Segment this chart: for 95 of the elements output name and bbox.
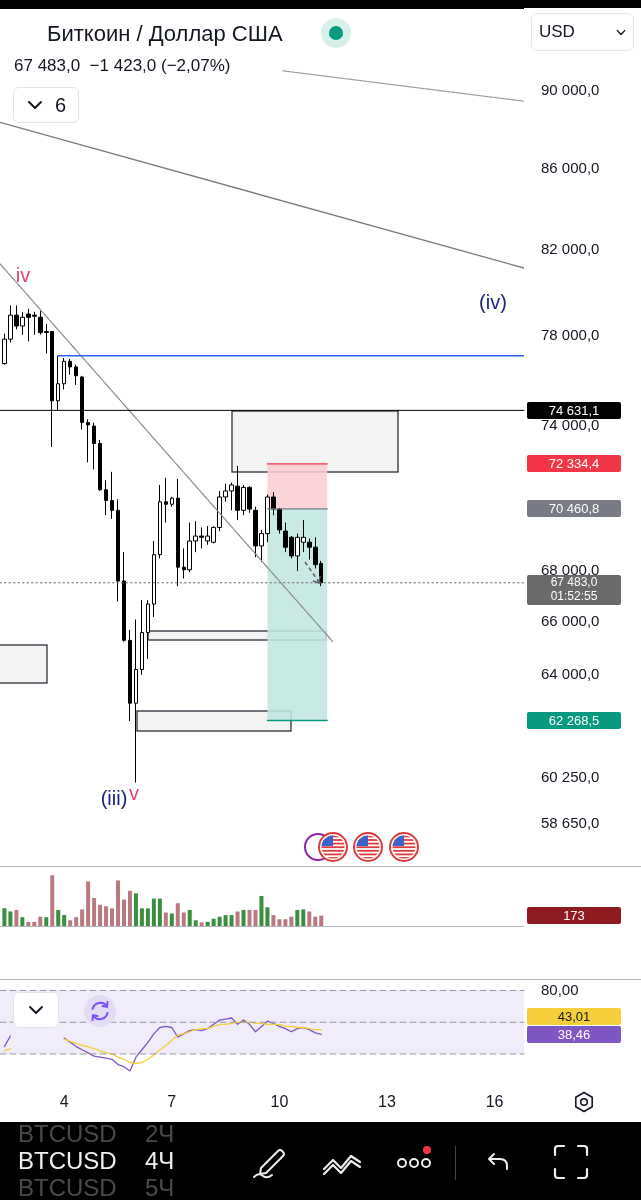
bar [86, 881, 91, 927]
text: 70 460,8 [527, 500, 621, 518]
ref-line-label: 67 483,0 01:52:55 [527, 574, 621, 605]
bar [145, 908, 150, 927]
text: 67 483,0 −1 423,0 (−2,07%) [14, 56, 231, 76]
candlestick [74, 364, 78, 386]
text: 38,46 [527, 1025, 621, 1043]
candlestick [68, 358, 72, 376]
bar [283, 919, 288, 927]
bar [104, 906, 109, 927]
y-tick-label: 58 650,0 [541, 814, 600, 831]
bar [241, 909, 246, 927]
text: 80,00 [541, 981, 579, 999]
bar [2, 908, 7, 927]
bar [259, 895, 264, 927]
bar [277, 919, 282, 927]
x-tick-label: 4 [59, 1093, 69, 1111]
bar [14, 909, 19, 927]
candlestick [92, 422, 96, 470]
bar [163, 912, 168, 927]
bar [187, 909, 192, 927]
ref-line-label: 74 631,1 [527, 401, 621, 419]
x-tick-label: 16 [485, 1093, 504, 1111]
bar [307, 911, 312, 927]
annotation: v [129, 782, 139, 804]
candlestick [128, 629, 132, 722]
x-tick-label: 7 [167, 1093, 177, 1111]
bar [133, 893, 138, 927]
bar [110, 908, 115, 927]
candlestick [110, 471, 114, 520]
text: 5Ч [145, 1174, 175, 1200]
bar [265, 907, 270, 927]
bar [295, 909, 300, 927]
text: BTCUSD [18, 1147, 117, 1174]
candlestick [152, 540, 156, 618]
text: 62 268,5 [527, 711, 621, 729]
bar [127, 890, 132, 927]
bar [98, 904, 103, 927]
dropdown-button: USD [531, 13, 634, 51]
candlestick [134, 619, 138, 784]
bar [157, 898, 162, 927]
bar [229, 915, 234, 927]
bar [80, 909, 85, 927]
annotation: 6 [55, 93, 67, 118]
bar [121, 899, 126, 927]
x-tick-label: 10 [270, 1093, 289, 1111]
text: Биткоин / Доллар США [47, 21, 283, 47]
text: 173 [527, 907, 621, 925]
candlestick [164, 477, 168, 524]
bar [301, 909, 306, 927]
candlestick [146, 599, 150, 660]
text: 72 334,4 [527, 455, 621, 473]
y-tick-label: 82 000,0 [541, 240, 600, 258]
candlestick [140, 599, 144, 676]
bar [151, 898, 156, 927]
candlestick [62, 357, 66, 390]
annotation: iv [15, 264, 31, 286]
bar [44, 917, 49, 927]
candlestick [170, 496, 174, 508]
x-tick-label: 13 [378, 1093, 396, 1111]
y-tick-label: 66 000,0 [541, 611, 600, 629]
bar [175, 903, 180, 927]
bar [139, 908, 144, 927]
text: 2Ч [145, 1120, 175, 1147]
text: BTCUSD [18, 1120, 117, 1147]
text: BTCUSD [18, 1174, 117, 1200]
bar [8, 911, 13, 927]
text: 4Ч [145, 1147, 175, 1174]
y-tick-label: 86 000,0 [541, 158, 600, 176]
bar [62, 915, 67, 927]
bar [116, 880, 120, 927]
annotation: (iv) [479, 291, 507, 313]
candlestick [104, 479, 108, 516]
candlestick [176, 478, 180, 587]
candlestick [122, 551, 126, 643]
annotation: (iii) [100, 787, 128, 809]
candlestick [158, 484, 162, 559]
bar [235, 911, 240, 927]
bar [56, 909, 61, 927]
y-tick-label: 60 250,0 [541, 767, 600, 785]
bar [50, 875, 55, 927]
y-tick-label: 78 000,0 [541, 325, 600, 343]
candlestick [98, 439, 102, 492]
candlestick [116, 498, 120, 602]
bar [271, 915, 276, 927]
bar [181, 912, 186, 927]
bar [20, 917, 25, 927]
bar [74, 917, 79, 927]
candlestick [86, 418, 90, 463]
y-tick-label: 90 000,0 [541, 80, 600, 98]
y-tick-label: 64 000,0 [541, 664, 600, 682]
text: 43,01 [527, 1007, 621, 1025]
bar [223, 915, 228, 927]
dropdown-button: 6 [13, 87, 79, 123]
bar [92, 898, 97, 927]
